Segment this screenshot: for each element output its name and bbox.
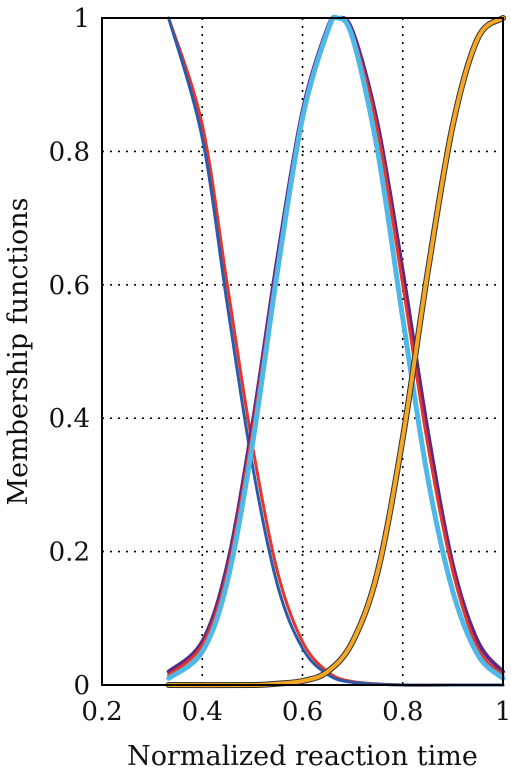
x-tick-label: 0.2 (81, 697, 122, 727)
x-tick-label: 0.6 (282, 697, 323, 727)
x-tick-label: 0.4 (182, 697, 223, 727)
y-tick-label: 0.8 (49, 137, 90, 167)
y-tick-label: 0 (73, 671, 90, 701)
plot-frame (101, 17, 504, 686)
x-tick-label: 0.8 (382, 697, 423, 727)
x-tick-labels: 0.2 0.4 0.6 0.8 1 (81, 697, 511, 727)
y-tick-labels: 0 0.2 0.4 0.6 0.8 1 (49, 4, 90, 701)
y-tick-label: 0.6 (49, 271, 90, 301)
x-tick-label: 1 (495, 697, 511, 727)
x-axis-label: Normalized reaction time (127, 741, 478, 772)
series-layer (165, 14, 506, 689)
grid (102, 18, 503, 685)
y-tick-label: 0.2 (49, 538, 90, 568)
series-line-7 (166, 16, 505, 688)
y-tick-label: 1 (73, 4, 90, 34)
y-axis-label: Membership functions (3, 197, 34, 505)
y-tick-label: 0.4 (49, 404, 90, 434)
